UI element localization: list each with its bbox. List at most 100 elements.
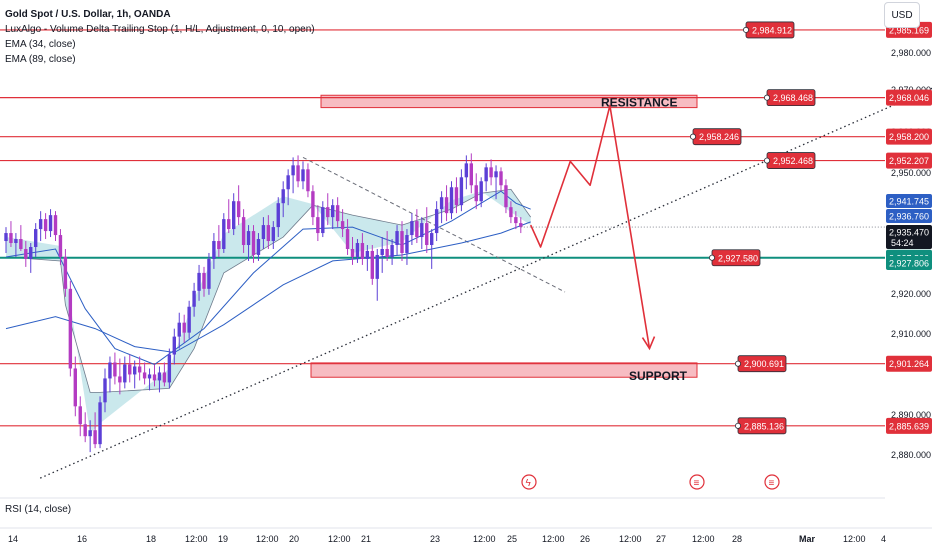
candle [187,300,191,339]
candle-body [430,233,434,246]
candle [4,227,8,253]
candle [251,225,256,263]
candle-body [454,187,459,206]
candle [331,199,335,230]
candle [271,221,275,249]
rsi-pane-label[interactable]: RSI (14, close) [5,504,72,515]
axis-level-tag-box [886,152,932,169]
time-tick-label: 12:00 [328,534,351,544]
time-tick-label: 12:00 [692,534,715,544]
axis-level-tag-text: 2,968.046 [889,93,929,103]
candle [78,396,82,437]
candle [227,199,231,234]
time-tick-label: 12:00 [542,534,565,544]
candle [365,245,370,271]
symbol-title: Gold Spot / U.S. Dollar, 1h, OANDA [5,9,171,20]
candle-body [217,241,221,249]
time-tick-label: Mar [799,534,816,544]
candle [425,207,429,253]
earnings-event-icon-glyph: ϟ [526,478,532,489]
axis-level-tag-box [886,128,932,145]
indicator-legend-ema89[interactable]: EMA (89, close) [5,54,76,65]
candle [484,163,488,192]
candle [197,264,201,301]
candle-body [73,368,77,407]
candle [400,221,404,261]
candle [128,354,132,383]
candle-body [48,215,53,232]
candle [345,219,350,255]
axis-level-tag-text: 2,901.264 [889,359,929,369]
earnings-event-icon[interactable]: ϟ [521,474,537,490]
candle-body [380,248,384,255]
candle [212,233,216,269]
candle-body [246,231,251,246]
candle-body [182,322,186,333]
level-price-tag-text: 2,952.468 [773,156,813,166]
candle [177,312,181,349]
candle [14,233,18,257]
axis-level-tag-text: 2,952.207 [889,156,929,166]
candle-body [19,239,23,249]
currency-button[interactable]: USD [884,2,920,28]
support-label: SUPPORT [629,369,688,383]
price-axis-pane [885,0,932,550]
candle-body [474,185,478,202]
candle-body [405,235,409,253]
candle [350,237,355,265]
indicator-legend-trailing-stop[interactable]: LuxAlgo - Volume Delta Trailing Stop (1,… [5,24,315,35]
us-news-event-icon[interactable]: ≡ [689,474,705,490]
candle-body [271,227,275,242]
candle [296,155,300,188]
candle [335,197,340,228]
axis-price-badge-box [886,194,932,208]
time-tick-label: 27 [656,534,666,544]
candle-body [222,219,226,249]
candle-body [232,201,236,230]
candle-body [410,221,414,236]
candle-body [83,424,87,437]
resistance-zone [320,94,698,109]
candle-body [251,231,256,255]
candle-body [118,376,122,383]
time-tick-label: 14 [8,534,18,544]
time-tick-label: 16 [77,534,87,544]
candle-body [464,163,469,178]
candle-body [192,290,196,307]
indicator-legend-ema34[interactable]: EMA (34, close) [5,39,76,50]
axis-price-badge-box [886,209,932,223]
candle [370,245,374,285]
candle [88,420,92,453]
candle-body [207,258,211,289]
candle-body [261,225,266,240]
candle [494,165,498,200]
candle [202,266,206,297]
us-news-event-icon-glyph: ≡ [694,478,700,489]
candle [459,169,464,212]
projection-path [529,104,651,349]
candle [103,368,107,413]
candle-body [385,248,389,257]
candle [68,280,73,377]
price-tick-label: 2,910.000 [891,329,931,339]
candle-body [241,217,246,246]
candle-body [98,402,102,445]
candle [236,185,241,226]
candle [454,177,459,214]
candle-body [484,167,488,182]
candle [479,177,483,208]
candle-body [93,430,97,445]
us-news-event-icon[interactable]: ≡ [764,474,780,490]
candle [281,181,285,218]
level-price-tag-text: 2,984.912 [752,25,792,35]
candle [434,201,439,242]
price-tick-label: 2,880.000 [891,450,931,460]
level-price-tag-handle [735,360,742,367]
candle [167,348,172,389]
candle [301,161,305,190]
time-tick-label: 12:00 [256,534,279,544]
candle-body [370,250,374,279]
candle-body [296,165,300,182]
candle [316,205,320,242]
